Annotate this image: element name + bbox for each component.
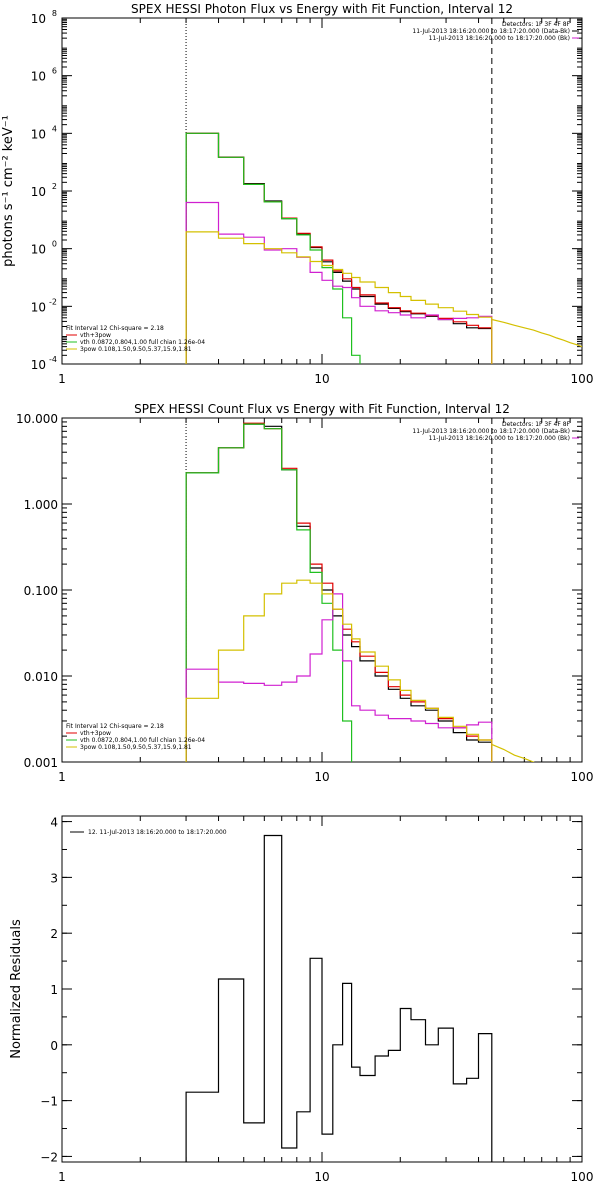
- y-tick-label: 2: [50, 927, 58, 941]
- y-tick-label: 10: [31, 127, 46, 141]
- legend-right-entry: 11-Jul-2013 18:16:20.000 to 18:17:20.000…: [412, 28, 570, 35]
- y-tick-label: 3: [50, 871, 58, 885]
- y-axis-label: photons s⁻¹ cm⁻² keV⁻¹: [1, 115, 16, 267]
- y-tick-label: 10: [31, 243, 46, 257]
- y-tick-label: 10: [31, 300, 46, 314]
- y-tick-exponent: 4: [52, 124, 57, 133]
- y-tick-label: 10.000: [16, 412, 58, 426]
- x-tick-label: 100: [571, 770, 594, 784]
- plot-title: SPEX HESSI Count Flux vs Energy with Fit…: [134, 402, 510, 416]
- x-tick-label: 1: [58, 770, 66, 784]
- series-line-5: [185, 231, 493, 364]
- series-line-3: [185, 423, 353, 762]
- y-tick-exponent: 6: [52, 67, 57, 76]
- x-tick-label: 1: [58, 372, 66, 386]
- y-tick-label: 0.100: [24, 584, 58, 598]
- legend-right-entry: 11-Jul-2013 18:16:20.000 to 18:17:20.000…: [412, 428, 570, 435]
- legend-left-entry: 3pow 0.108,1.50,9.50,5.37,15.9,1.81: [80, 346, 192, 353]
- series-line-4: [185, 593, 493, 762]
- series-line-2: [185, 422, 493, 762]
- x-tick-label: 1: [58, 1170, 66, 1184]
- plot-2: SPEX HESSI Count Flux vs Energy with Fit…: [16, 402, 594, 784]
- y-tick-exponent: -4: [49, 355, 57, 364]
- series-line-6: [491, 743, 535, 762]
- series-line-1: [185, 834, 493, 1162]
- x-tick-label: 10: [314, 770, 329, 784]
- series-line-3: [185, 132, 361, 364]
- series-line-4: [185, 201, 493, 364]
- legend-left-entry: 3pow 0.108,1.50,9.50,5.37,15.9,1.81: [80, 744, 192, 751]
- y-tick-label: 4: [50, 816, 58, 830]
- y-tick-label: −1: [40, 1095, 58, 1109]
- y-tick-label: 10: [31, 185, 46, 199]
- legend-left-entry: Fit Interval 12 Chi-square = 2.18: [66, 723, 164, 730]
- legend-right-entry: Detectors: 1F 3F 4F 8F: [502, 421, 571, 428]
- legend-right-entry: 11-Jul-2013 18:16:20.000 to 18:17:20.000…: [429, 35, 570, 42]
- series-group: [185, 422, 535, 762]
- plot-3: 1 10 100 −2 −1 0 1 2 3 4 Normalized Residuals 12. 1…: [9, 815, 594, 1184]
- legend-entry: 12. 11-Jul-2013 18:16:20.000 to 18:17:20…: [88, 829, 227, 836]
- axes-frame: [61, 17, 583, 365]
- y-tick-exponent: 8: [52, 9, 57, 18]
- series-group: [185, 834, 493, 1162]
- plot-1: SPEX HESSI Photon Flux vs Energy with Fi…: [1, 2, 594, 386]
- y-tick-label: 10: [31, 358, 46, 372]
- legend-right-entry: Detectors: 1F 3F 4F 8F: [502, 21, 571, 28]
- y-tick-label: 10: [31, 12, 46, 26]
- series-line-6: [491, 318, 582, 348]
- plot-title: SPEX HESSI Photon Flux vs Energy with Fi…: [131, 2, 513, 16]
- y-tick-label: 1.000: [24, 498, 58, 512]
- y-tick-label: −2: [40, 1150, 58, 1164]
- legend-right-entry: 11-Jul-2013 18:16:20.000 to 18:17:20.000…: [429, 435, 570, 442]
- y-tick-label: 0.010: [24, 670, 58, 684]
- y-axis-label: Normalized Residuals: [9, 919, 24, 1059]
- y-tick-label: 0.001: [24, 756, 58, 770]
- y-tick-label: 1: [50, 983, 58, 997]
- legend-left-entry: vth 0.0872,0.804,1.00 full chian 1.26e-0…: [80, 737, 205, 744]
- y-tick-exponent: 0: [52, 240, 57, 249]
- x-tick-label: 10: [314, 1170, 329, 1184]
- y-tick-exponent: -2: [49, 297, 57, 306]
- series-line-5: [185, 579, 493, 762]
- legend-left-entry: vth+3pow: [80, 332, 111, 339]
- legend-left-entry: vth 0.0872,0.804,1.00 full chian 1.26e-0…: [80, 339, 205, 346]
- legend-left-entry: Fit Interval 12 Chi-square = 2.18: [66, 325, 164, 332]
- x-tick-label: 100: [571, 1170, 594, 1184]
- y-tick-exponent: 2: [52, 182, 57, 191]
- y-tick-label: 10: [31, 70, 46, 84]
- y-tick-label: 0: [50, 1039, 58, 1053]
- legend-left-entry: vth+3pow: [80, 730, 111, 737]
- x-tick-label: 10: [314, 372, 329, 386]
- series-group: [185, 132, 582, 364]
- series-line-1: [185, 423, 493, 762]
- x-tick-label: 100: [571, 372, 594, 386]
